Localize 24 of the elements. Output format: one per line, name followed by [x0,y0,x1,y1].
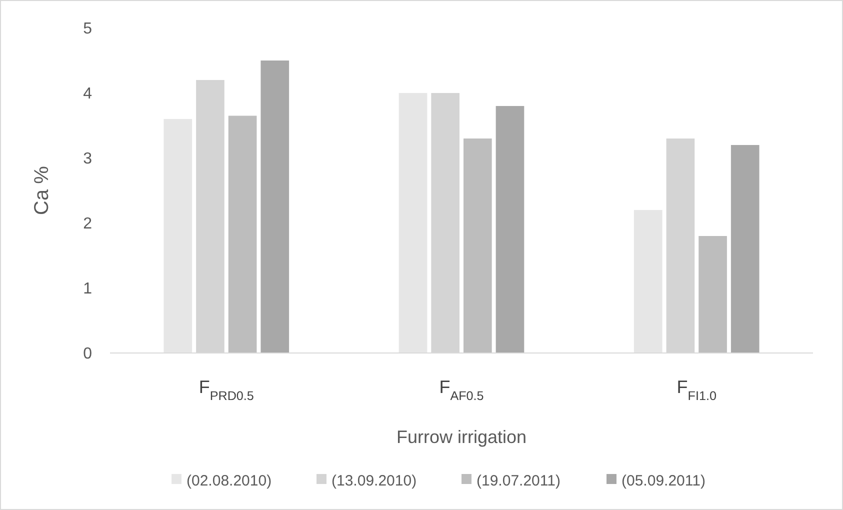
bar [260,60,290,353]
y-axis-title: Ca % [31,166,53,215]
x-tick-label: F$_{AF0.5}$ [439,377,484,403]
x-tick-label: F$_{FI1.0}$ [676,377,716,403]
bar [398,93,428,353]
y-tick-label: 4 [83,86,92,103]
x-axis-title: Furrow irrigation [396,427,527,447]
bar [730,145,760,353]
legend-label: (13.09.2010) [332,472,417,490]
y-tick-label: 5 [83,20,92,38]
x-tick-label: F$_{PRD0.5}$ [198,377,254,403]
y-tick-label: 1 [83,280,92,298]
bar [698,236,727,353]
bar [634,210,662,353]
bar [496,106,524,353]
bar [164,119,192,353]
y-tick-label: 3 [83,150,92,168]
y-tick-label: 2 [83,216,92,233]
legend-label: (02.08.2010) [186,472,272,490]
bar [464,138,492,353]
y-tick-label: 0 [83,346,92,363]
legend-label: (05.09.2011) [622,472,706,490]
bar [228,116,257,353]
legend-label: (19.07.2011) [476,472,560,490]
